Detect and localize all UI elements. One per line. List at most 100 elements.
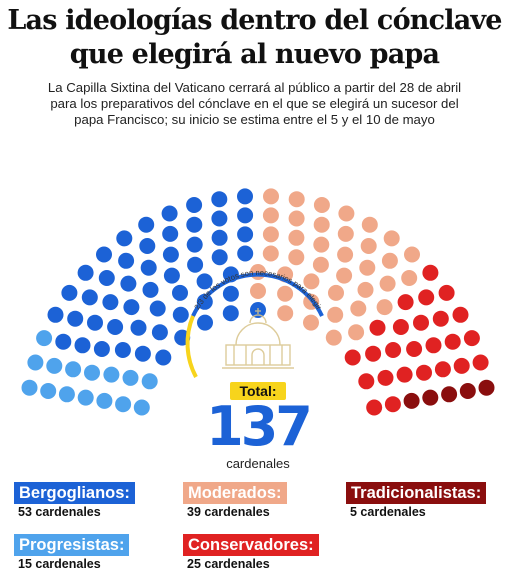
seat xyxy=(344,349,361,366)
seat xyxy=(151,324,168,341)
seat xyxy=(118,252,135,269)
seat xyxy=(313,236,330,253)
seat xyxy=(376,299,393,316)
title-line-2: que elegirá al nuevo papa xyxy=(69,39,440,70)
legend-badge-moderados: Moderados: xyxy=(183,482,287,504)
seat xyxy=(172,284,188,301)
seat xyxy=(46,357,63,374)
seat xyxy=(361,216,378,233)
seat xyxy=(36,330,53,347)
seat xyxy=(96,246,112,263)
seat xyxy=(93,341,110,357)
seat xyxy=(211,191,228,208)
seat xyxy=(277,305,294,322)
legend-count-moderados: 39 cardenales xyxy=(187,505,270,519)
seat xyxy=(358,373,375,390)
seat xyxy=(65,361,82,378)
seat xyxy=(403,392,420,409)
seat xyxy=(114,342,131,358)
seat xyxy=(237,207,254,224)
seat xyxy=(350,300,367,317)
seat xyxy=(357,281,374,298)
seat xyxy=(416,364,432,381)
seat xyxy=(237,245,254,262)
seat xyxy=(312,256,329,273)
seat xyxy=(303,273,320,290)
seat xyxy=(172,306,189,323)
seat xyxy=(140,259,157,276)
seat xyxy=(250,283,266,299)
seat xyxy=(377,369,394,386)
seat xyxy=(162,225,179,242)
legend-badge-bergoglianos: Bergoglianos: xyxy=(14,482,135,504)
seat xyxy=(211,210,228,227)
seat xyxy=(87,314,103,331)
seat xyxy=(222,285,239,302)
seat xyxy=(441,386,458,403)
seat xyxy=(155,349,172,366)
seat xyxy=(404,246,420,263)
seat xyxy=(163,267,180,284)
seat xyxy=(96,392,113,409)
seat xyxy=(434,361,451,378)
seat xyxy=(406,341,423,357)
seat xyxy=(360,238,377,254)
seat xyxy=(365,345,382,362)
seat xyxy=(359,259,376,276)
seat xyxy=(425,337,442,354)
seat xyxy=(392,319,409,335)
basilica-emblem xyxy=(222,308,294,369)
seat xyxy=(123,299,140,316)
seat xyxy=(418,289,435,306)
seat xyxy=(379,275,396,292)
seat xyxy=(186,216,203,233)
legend-count-tradicionalistas: 5 cardenales xyxy=(350,505,426,519)
seat xyxy=(325,329,342,346)
seat xyxy=(369,319,386,336)
title-line-1: Las ideologías dentro del cónclave xyxy=(7,5,502,36)
seat xyxy=(186,197,203,213)
seat xyxy=(444,333,461,350)
seat xyxy=(138,216,155,233)
seat xyxy=(187,256,204,273)
legend-badge-conservadores: Conservadores: xyxy=(183,534,319,556)
seat xyxy=(432,310,449,327)
seat xyxy=(211,249,228,266)
seat xyxy=(348,324,365,341)
seat xyxy=(397,294,414,311)
seat xyxy=(115,396,132,413)
seat xyxy=(313,197,330,213)
seat xyxy=(288,229,305,246)
seat xyxy=(102,294,119,311)
seat xyxy=(237,226,254,243)
seat xyxy=(149,300,166,317)
seat xyxy=(263,188,279,205)
seat xyxy=(21,379,38,396)
total-unit: cardenales xyxy=(226,456,290,471)
seat xyxy=(186,236,203,253)
legend-badge-tradicionalistas: Tradicionalistas: xyxy=(346,482,487,504)
seat xyxy=(81,289,98,306)
seat xyxy=(139,238,156,254)
seat xyxy=(288,210,305,227)
seat xyxy=(197,314,213,331)
seat xyxy=(162,246,179,263)
seat xyxy=(84,364,100,381)
seat xyxy=(303,314,319,331)
seat xyxy=(336,267,353,284)
total-value: 137 xyxy=(206,395,313,458)
seat xyxy=(338,205,355,222)
legend-count-progresistas: 15 cardenales xyxy=(18,557,101,571)
seat xyxy=(413,314,429,331)
seat xyxy=(381,252,398,269)
seat xyxy=(58,386,75,403)
seat xyxy=(366,399,383,416)
seat xyxy=(262,207,279,224)
seat xyxy=(401,270,418,286)
seat xyxy=(313,216,330,233)
seat xyxy=(396,366,413,383)
seat xyxy=(422,389,439,406)
seat xyxy=(288,249,305,266)
seat xyxy=(337,225,354,242)
